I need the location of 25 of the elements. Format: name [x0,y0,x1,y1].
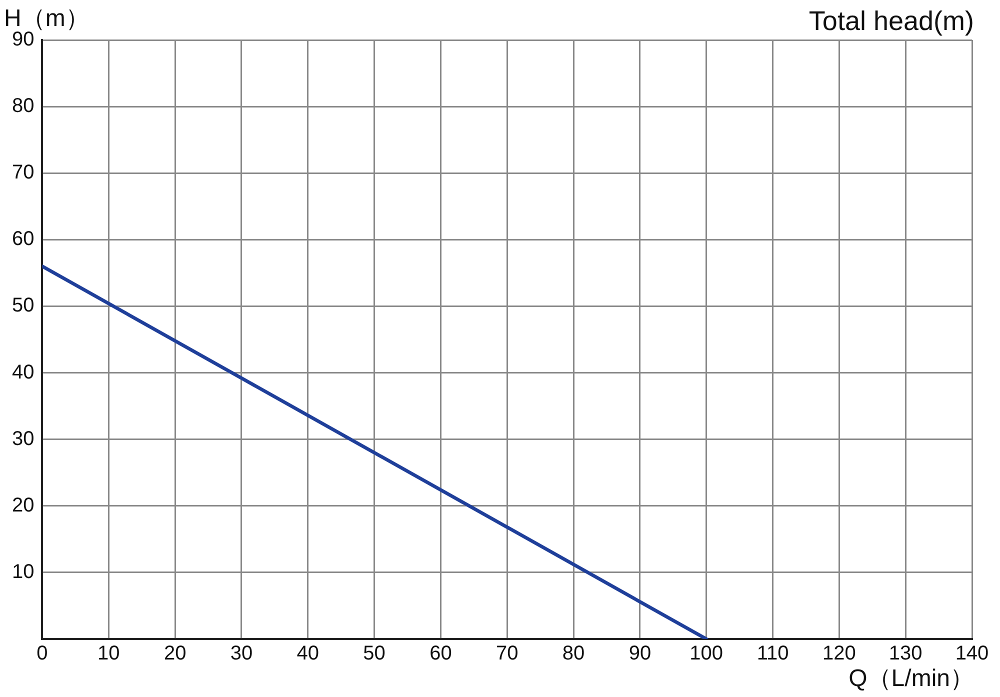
x-tick-label: 100 [690,642,724,665]
x-tick-label: 50 [363,642,386,665]
y-tick-label: 20 [12,494,34,516]
y-tick-label: 70 [12,162,34,184]
x-axis-title: Q（L/min） [848,665,974,692]
x-tick-label: 90 [628,642,652,665]
y-tick-label: 60 [12,228,34,250]
chart-title: Total head(m) [808,6,974,37]
x-tick-label: 0 [36,642,48,665]
x-tick-label: 20 [164,642,186,665]
x-tick-label: 80 [562,642,585,665]
x-tick-label: 120 [822,642,856,665]
x-tick-label: 40 [296,642,320,665]
x-tick-label: 110 [756,642,789,665]
x-tick-label: 10 [98,642,120,665]
y-tick-label: 40 [12,361,34,384]
x-tick-label: 60 [430,642,452,665]
y-tick-label: 10 [12,560,34,583]
x-tick-label: 70 [496,642,518,665]
y-tick-label: 50 [12,294,34,317]
y-tick-label: 80 [12,95,34,118]
y-tick-label: 30 [12,428,34,450]
x-tick-label: 130 [888,642,922,665]
x-tick-label: 30 [230,642,253,665]
x-tick-label: 140 [955,642,989,665]
